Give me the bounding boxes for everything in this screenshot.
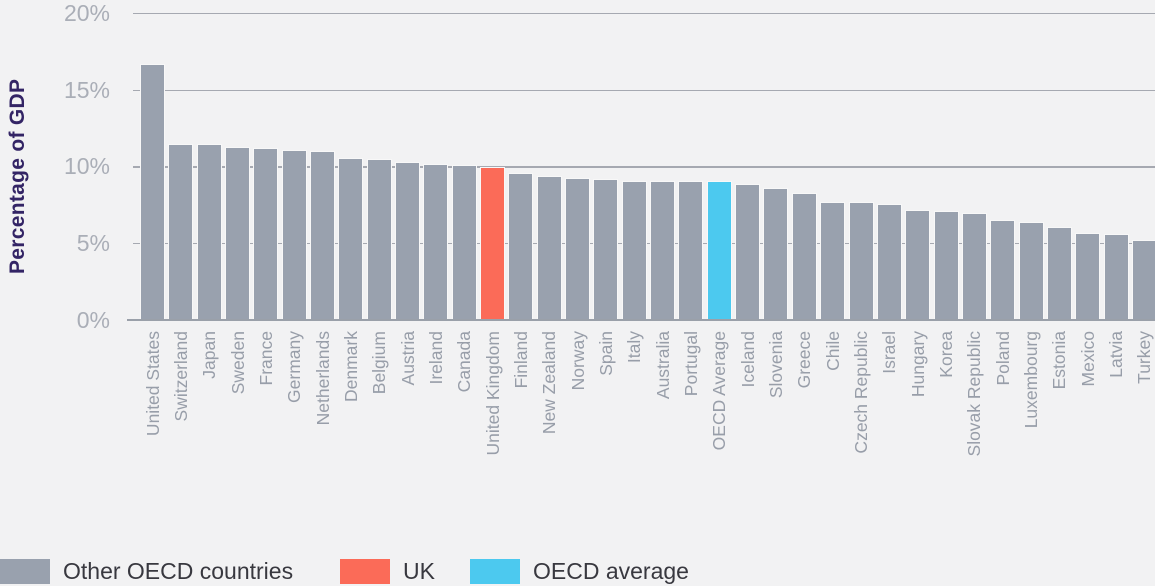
x-axis-label: Switzerland — [170, 331, 191, 422]
x-axis-label: Israel — [879, 331, 900, 374]
x-axis-label: Hungary — [907, 331, 928, 398]
legend-label: Other OECD countries — [63, 558, 294, 584]
bar — [310, 151, 336, 320]
legend-item: OECD average — [470, 558, 689, 585]
bar — [565, 177, 591, 320]
legend-swatch — [0, 559, 50, 584]
x-axis-label: Luxembourg — [1021, 331, 1042, 429]
x-axis-label: Belgium — [369, 331, 390, 395]
x-axis-line — [127, 318, 1155, 321]
bar — [621, 180, 647, 320]
x-axis-label: Turkey — [1134, 331, 1155, 384]
x-axis-label: United Kingdom — [482, 331, 503, 456]
bar — [395, 162, 421, 320]
x-axis-label: Slovak Republic — [964, 331, 985, 457]
y-axis-tick-labels: 0% 5% 10% 15% 20% — [0, 0, 110, 340]
y-tick-label: 15% — [63, 76, 110, 103]
bar — [196, 143, 222, 320]
bar — [423, 163, 449, 320]
bar — [650, 180, 676, 320]
bar — [168, 143, 194, 320]
bar — [140, 64, 165, 320]
bar — [253, 148, 279, 320]
legend-item: UK — [340, 558, 435, 585]
y-tick-label: 10% — [63, 153, 110, 180]
bar — [1075, 232, 1101, 320]
bar — [536, 175, 562, 320]
x-axis-label: Finland — [510, 331, 531, 389]
gridline-15% — [133, 89, 1155, 92]
x-axis-label: Poland — [992, 331, 1013, 386]
x-axis-label: Slovenia — [765, 331, 786, 399]
x-axis-label: Norway — [567, 331, 588, 391]
bar — [225, 146, 251, 320]
x-axis-label: Australia — [652, 331, 673, 400]
x-axis-label: France — [255, 331, 276, 386]
x-axis-label: Greece — [794, 331, 815, 389]
bar — [281, 149, 307, 320]
bar — [820, 202, 846, 320]
x-axis-label: Canada — [454, 331, 475, 393]
x-axis-label: Mexico — [1077, 331, 1098, 387]
bar — [338, 157, 364, 320]
bar — [1046, 226, 1072, 320]
bar — [593, 179, 619, 320]
x-axis-label: Latvia — [1106, 331, 1127, 378]
bar — [763, 188, 789, 320]
bar — [876, 203, 902, 320]
legend-label: OECD average — [533, 558, 689, 584]
legend: Other OECD countries UK OECD average — [0, 558, 1155, 586]
x-axis-label: Portugal — [680, 331, 701, 397]
plot-area — [127, 13, 1155, 321]
y-tick-label: 0% — [76, 306, 110, 333]
x-axis-label: Ireland — [425, 331, 446, 385]
x-axis-label: United States — [142, 331, 163, 437]
x-axis-labels: United States Switzerland Japan Sweden Franc… — [0, 331, 1155, 526]
x-axis-label: Italy — [624, 331, 645, 364]
x-axis-label: Sweden — [227, 331, 248, 395]
y-tick-label: 20% — [63, 0, 110, 26]
x-axis-label: Estonia — [1049, 331, 1070, 390]
x-axis-label: OECD Average — [709, 331, 730, 451]
x-axis-label: Netherlands — [312, 331, 333, 426]
x-axis-label: Germany — [284, 331, 305, 403]
bar — [366, 159, 392, 320]
bar — [1018, 221, 1044, 320]
gridline-20% — [133, 13, 1155, 15]
bar — [905, 209, 931, 320]
legend-label: UK — [403, 558, 435, 584]
bar — [933, 211, 959, 320]
x-axis-label: Iceland — [737, 331, 758, 388]
x-axis-label: Japan — [199, 331, 220, 379]
bar — [1103, 234, 1129, 320]
bar — [990, 220, 1016, 320]
bar — [1131, 240, 1155, 320]
bar-uk — [480, 166, 506, 320]
bar — [791, 192, 817, 320]
legend-item: Other OECD countries — [0, 558, 293, 585]
bar — [961, 212, 987, 320]
y-tick-label: 5% — [76, 229, 110, 256]
legend-swatch — [470, 559, 520, 584]
bar — [678, 180, 704, 320]
bar — [735, 183, 761, 320]
x-axis-label: Spain — [595, 331, 616, 376]
gridline-10% — [133, 166, 1155, 168]
x-axis-label: Austria — [397, 331, 418, 386]
bar — [848, 202, 874, 320]
bar-oecd-average — [706, 180, 732, 320]
legend-swatch — [340, 559, 390, 584]
bar — [451, 165, 477, 320]
x-axis-label: Czech Republic — [851, 331, 871, 454]
x-axis-label: New Zealand — [539, 331, 560, 435]
bar — [508, 172, 534, 320]
x-axis-label: Chile — [822, 331, 843, 371]
x-axis-label: Korea — [936, 331, 957, 378]
x-axis-label: Denmark — [340, 331, 361, 402]
